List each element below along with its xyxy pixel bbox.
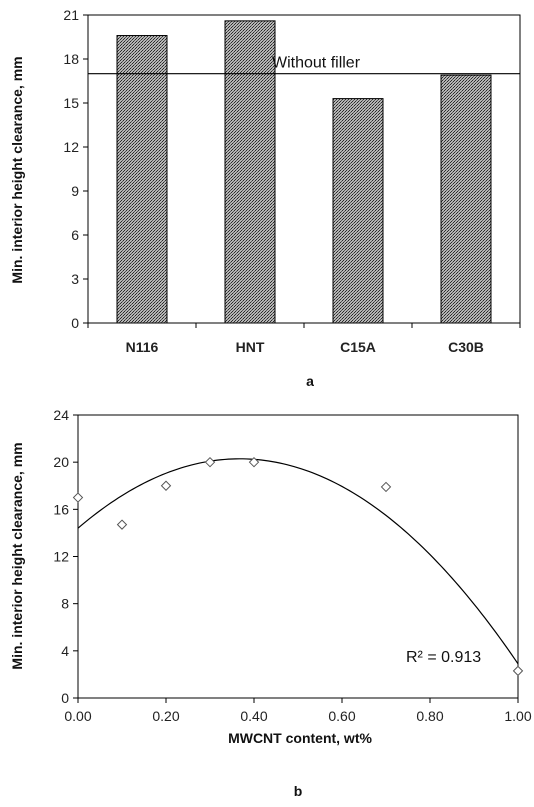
scatter-chart-panel-b: 0 4 8 12 16 20 24 0.00 0.20 0.40 0.60 0.80 1.00 R² … xyxy=(9,407,532,799)
y-tick-label-a: 9 xyxy=(71,183,79,199)
y-tick-label-a: 3 xyxy=(71,271,79,287)
category-label: N116 xyxy=(126,339,159,355)
y-tick-label-a: 18 xyxy=(63,51,79,67)
data-point xyxy=(160,480,172,491)
data-point xyxy=(204,456,216,468)
data-point xyxy=(380,481,392,493)
y-tick-label-a: 15 xyxy=(63,95,79,111)
data-point xyxy=(512,665,524,677)
panel-label-b: b xyxy=(294,783,303,799)
y-tick-label-b: 0 xyxy=(61,690,69,706)
trendline xyxy=(77,458,519,665)
x-tick-label-b: 0.40 xyxy=(240,708,267,724)
y-tick-label-b: 20 xyxy=(53,454,69,470)
y-tick-label-b: 12 xyxy=(53,549,69,565)
x-axis-label-b: MWCNT content, wt% xyxy=(228,730,372,746)
category-label: C15A xyxy=(340,339,376,355)
category-label: C30B xyxy=(448,339,484,355)
x-categories-a: N116 HNT C15A C30B xyxy=(87,323,521,355)
y-axis-label-a: Min. interior height clearance, mm xyxy=(9,56,25,283)
reference-line-label: Without filler xyxy=(272,55,361,72)
r-squared-label: R² = 0.913 xyxy=(406,649,481,666)
x-tick-label-b: 0.60 xyxy=(328,708,355,724)
y-axis-b: 0 4 8 12 16 20 24 xyxy=(53,407,78,706)
x-tick-label-b: 1.00 xyxy=(504,708,531,724)
x-axis-b: 0.00 0.20 0.40 0.60 0.80 1.00 xyxy=(64,698,532,724)
bar-c30b xyxy=(440,74,492,324)
data-point xyxy=(248,456,260,468)
bar-c15a xyxy=(332,98,384,324)
y-tick-label-b: 16 xyxy=(53,501,69,517)
data-points-b xyxy=(72,456,524,677)
x-tick-label-b: 0.20 xyxy=(152,708,179,724)
y-tick-label-a: 12 xyxy=(63,139,79,155)
x-tick-label-b: 0.00 xyxy=(64,708,91,724)
y-axis-a: 0 3 6 9 12 15 18 21 xyxy=(63,7,88,331)
bar-n116 xyxy=(116,35,168,324)
panel-label-a: a xyxy=(306,373,314,389)
bar-chart-panel-a: 0 3 6 9 12 15 18 21 N116 HNT C15A C30B Without fil… xyxy=(9,7,521,389)
y-tick-label-a: 0 xyxy=(71,315,79,331)
y-tick-label-b: 24 xyxy=(53,407,69,423)
data-point xyxy=(116,519,128,530)
y-axis-label-b: Min. interior height clearance, mm xyxy=(9,442,25,669)
x-tick-label-b: 0.80 xyxy=(416,708,443,724)
category-label: HNT xyxy=(236,339,265,355)
data-point xyxy=(72,492,84,503)
bars-a xyxy=(116,20,492,324)
y-tick-label-b: 8 xyxy=(61,596,69,612)
y-tick-label-a: 21 xyxy=(63,7,79,23)
y-tick-label-b: 4 xyxy=(61,643,69,659)
y-tick-label-a: 6 xyxy=(71,227,79,243)
bar-hnt xyxy=(224,20,276,324)
